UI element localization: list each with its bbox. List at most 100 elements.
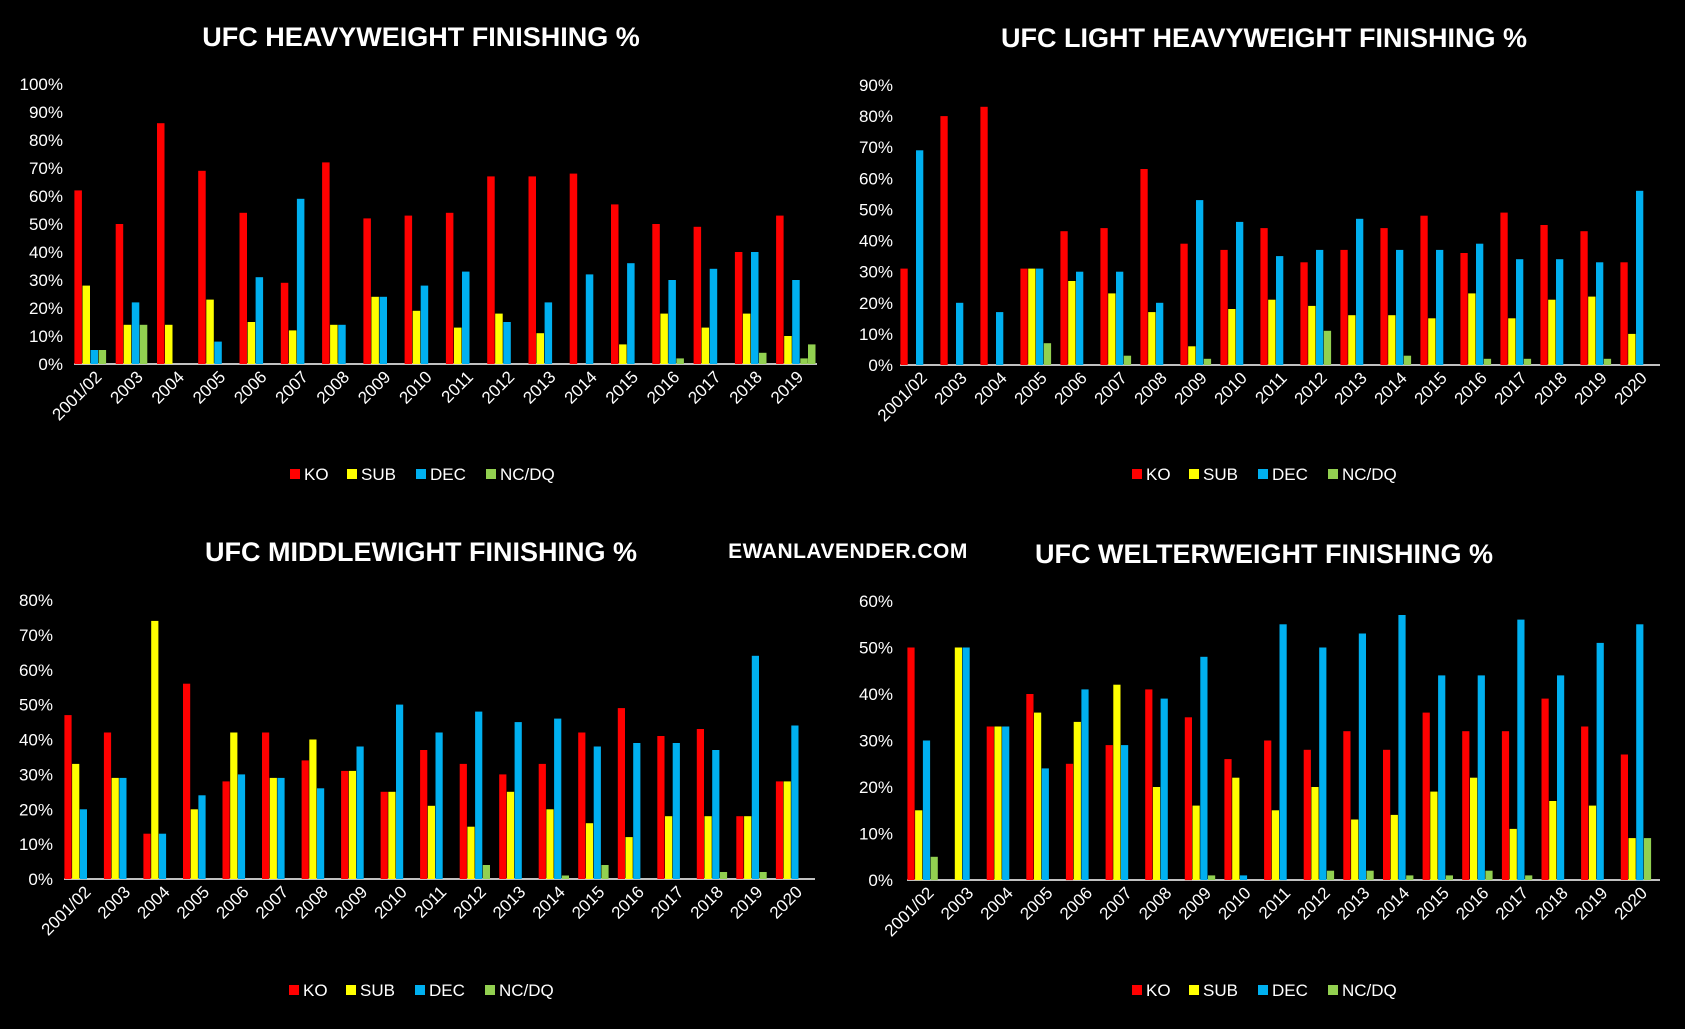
bar-ko-2019 xyxy=(736,816,744,879)
bar-ko-2017 xyxy=(693,226,702,364)
bar-dec-2001-02 xyxy=(922,740,931,880)
bar-ko-2015 xyxy=(1422,712,1430,880)
bar-sub-2013 xyxy=(1348,315,1356,365)
bar-dec-2001-02 xyxy=(916,150,924,365)
bar-nc-dq-trailing xyxy=(808,344,816,364)
y-tick-label: 70% xyxy=(19,626,53,645)
bar-sub-2019 xyxy=(1588,296,1596,365)
legend-label-sub: SUB xyxy=(1203,981,1238,1000)
y-tick-label: 10% xyxy=(19,835,53,854)
bar-sub-2017 xyxy=(701,327,710,364)
bar-sub-2014 xyxy=(1390,814,1398,880)
bar-sub-2013 xyxy=(506,791,515,879)
bar-dec-2006 xyxy=(237,774,246,879)
bar-dec-2012 xyxy=(475,711,483,879)
bar-nc-dq-2001-02 xyxy=(98,350,107,364)
legend-label-sub: SUB xyxy=(1203,465,1238,484)
bar-nc-dq-2016 xyxy=(1483,358,1492,365)
y-tick-label: 50% xyxy=(29,215,63,234)
bar-ko-2005 xyxy=(183,683,191,879)
bar-sub-2009 xyxy=(371,296,379,364)
bar-dec-2005 xyxy=(198,795,206,879)
bar-sub-2019 xyxy=(784,336,792,364)
bar-sub-2006 xyxy=(230,732,238,879)
bar-ko-2018 xyxy=(734,252,743,364)
bar-sub-2010 xyxy=(1232,777,1240,880)
bar-ko-2015 xyxy=(611,204,619,364)
legend-swatch-nc-dq xyxy=(485,985,495,995)
chart-title: UFC LIGHT HEAVYWEIGHT FINISHING % xyxy=(1001,23,1527,53)
legend-swatch-dec xyxy=(415,985,425,995)
bar-nc-dq-2001-02 xyxy=(930,856,938,881)
bar-ko-2010 xyxy=(1224,759,1232,880)
legend-label-nc-dq: NC/DQ xyxy=(1342,465,1397,484)
bar-ko-2004 xyxy=(980,106,988,366)
bar-sub-2019 xyxy=(744,816,752,879)
legend-swatch-dec xyxy=(1258,985,1268,995)
bar-ko-2019 xyxy=(1581,726,1589,880)
legend-label-dec: DEC xyxy=(430,465,466,484)
bar-sub-2016 xyxy=(660,313,668,364)
bar-ko-2016 xyxy=(652,224,660,364)
bar-ko-2006 xyxy=(1060,231,1068,365)
bar-dec-2018 xyxy=(712,750,720,879)
y-tick-label: 10% xyxy=(859,825,893,844)
bar-sub-2011 xyxy=(1271,810,1279,881)
bar-dec-2001-02 xyxy=(79,809,87,880)
bar-nc-dq-2015 xyxy=(1445,875,1453,880)
bar-dec-2009 xyxy=(379,296,387,364)
bar-ko-2011 xyxy=(1264,740,1272,880)
bar-ko-2008 xyxy=(322,162,330,364)
bar-sub-2016 xyxy=(1470,777,1478,880)
chart-title: UFC MIDDLEWIGHT FINISHING % xyxy=(205,537,637,567)
bar-ko-2013 xyxy=(1343,731,1351,880)
bar-ko-2012 xyxy=(1300,262,1308,365)
y-tick-label: 50% xyxy=(859,200,893,219)
bar-ko-2010 xyxy=(380,791,388,879)
bar-sub-2009 xyxy=(348,770,356,879)
bar-nc-dq-2019 xyxy=(759,872,767,879)
legend-label-ko: KO xyxy=(303,981,328,1000)
bar-ko-2003 xyxy=(940,116,948,365)
y-tick-label: 80% xyxy=(19,591,53,610)
bar-ko-2020 xyxy=(1620,754,1628,880)
bar-dec-2006 xyxy=(255,277,264,364)
bar-nc-dq-2012 xyxy=(1326,870,1335,880)
bar-dec-2019 xyxy=(1596,262,1604,365)
legend-label-dec: DEC xyxy=(429,981,465,1000)
bar-sub-2004 xyxy=(994,726,1002,880)
bar-dec-2015 xyxy=(1436,249,1444,365)
bar-ko-2017 xyxy=(1500,212,1508,365)
bar-dec-2011 xyxy=(1276,256,1284,365)
bar-ko-2013 xyxy=(1340,249,1348,365)
bar-sub-2006 xyxy=(1068,281,1076,365)
bar-sub-2012 xyxy=(495,313,503,364)
bar-sub-2009 xyxy=(1192,805,1200,880)
bar-dec-2003 xyxy=(119,777,127,879)
bar-nc-dq-2017 xyxy=(1523,358,1532,365)
bar-ko-2011 xyxy=(420,750,428,879)
bar-sub-2001-02 xyxy=(72,763,80,879)
bar-ko-2003 xyxy=(115,224,124,364)
bar-ko-2008 xyxy=(1145,689,1153,880)
bar-nc-dq-2009 xyxy=(1203,358,1212,365)
legend-swatch-dec xyxy=(1258,469,1268,479)
bar-ko-2016 xyxy=(1462,731,1470,880)
bar-sub-2005 xyxy=(190,809,198,880)
bar-sub-2011 xyxy=(427,805,435,879)
bar-sub-2010 xyxy=(412,310,421,364)
y-tick-label: 20% xyxy=(19,800,53,819)
bar-nc-dq-2007 xyxy=(1123,355,1132,365)
legend-swatch-ko xyxy=(1132,469,1142,479)
bar-sub-2020 xyxy=(783,781,791,879)
legend-swatch-sub xyxy=(346,985,356,995)
bar-ko-2001-02 xyxy=(74,190,82,364)
y-tick-label: 30% xyxy=(29,271,63,290)
bar-dec-2013 xyxy=(1358,633,1366,880)
y-tick-label: 20% xyxy=(859,294,893,313)
bar-sub-2017 xyxy=(1509,828,1517,880)
bar-dec-2018 xyxy=(1557,675,1565,880)
legend-swatch-sub xyxy=(1189,469,1199,479)
light-heavyweight-chart: UFC LIGHT HEAVYWEIGHT FINISHING % 0% 10% 20… xyxy=(859,23,1660,484)
